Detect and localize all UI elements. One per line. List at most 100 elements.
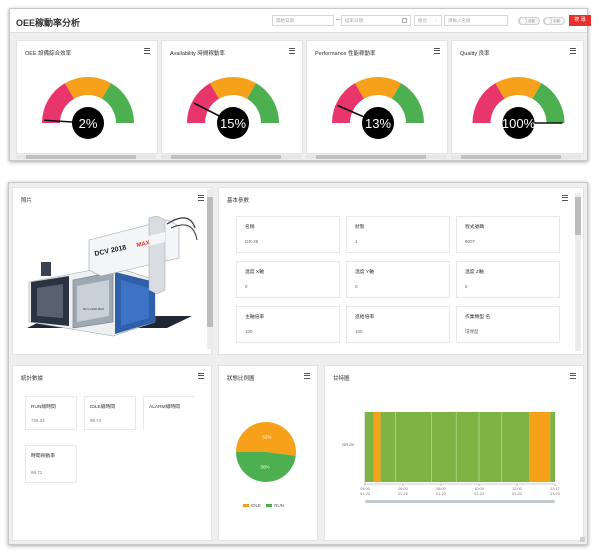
stats-title: 統計數據 bbox=[21, 376, 44, 382]
gantt-card: 甘特圖 GR-25 04:00 01-20 06:00 01-20 08:00 01-20… bbox=[324, 365, 584, 541]
basic-info-title: 基本參數 bbox=[227, 198, 250, 204]
pie-chart: 52% 50% bbox=[236, 422, 296, 483]
gauge-zone-mid bbox=[210, 77, 256, 99]
scroll-thumb[interactable] bbox=[575, 197, 581, 235]
vertical-scrollbar[interactable] bbox=[207, 189, 213, 349]
gantt-segment-idle[interactable] bbox=[373, 412, 381, 482]
horizontal-scrollbar[interactable] bbox=[306, 155, 446, 159]
resize-handle[interactable] bbox=[580, 537, 585, 542]
menu-icon[interactable] bbox=[143, 47, 151, 55]
menu-icon[interactable] bbox=[197, 372, 205, 380]
gauge-hub bbox=[72, 107, 104, 139]
gauge-zone-mid bbox=[65, 77, 111, 99]
info-cell: 名稱 GR-25 bbox=[236, 216, 340, 253]
gauge-card-performance: Performance 性能稼動率 13% bbox=[306, 40, 448, 154]
horizontal-scrollbar[interactable] bbox=[161, 155, 301, 159]
photo-card: 照片 DCV 2018 MAX DCV 2018 bbox=[12, 187, 212, 355]
legend-swatch-idle bbox=[243, 504, 249, 508]
gauge-chart: 100% bbox=[472, 77, 565, 139]
machine-brand-suffix: MAX bbox=[136, 240, 150, 249]
info-cell: 溫度 X軸 0 bbox=[236, 261, 340, 298]
gantt-tick-label: 06:00 01-20 bbox=[398, 487, 408, 496]
legend-swatch-run bbox=[266, 504, 273, 508]
toggle-knob bbox=[544, 17, 552, 25]
gauge-zone-low bbox=[42, 83, 74, 123]
menu-icon[interactable] bbox=[288, 47, 296, 55]
gantt-tick-label: 08:00 01-20 bbox=[436, 487, 446, 496]
gantt-segment-idle[interactable] bbox=[529, 412, 551, 482]
gantt-segment-run[interactable] bbox=[365, 412, 374, 482]
gauge-card-availability: Availability 時間稼動率 15% bbox=[161, 40, 303, 154]
menu-icon[interactable] bbox=[561, 194, 569, 202]
info-cell: 溫度 Z軸 0 bbox=[456, 261, 560, 298]
page-title: OEE稼動率分析 bbox=[16, 18, 81, 28]
calendar-icon[interactable] bbox=[402, 18, 407, 23]
menu-icon[interactable] bbox=[569, 372, 577, 380]
gauge-zone-high bbox=[532, 83, 565, 123]
info-cell: 主軸倍率 100 bbox=[236, 306, 340, 343]
machine-name-input[interactable]: 請輸入名稱 bbox=[444, 15, 508, 26]
pie-slice-idle[interactable] bbox=[236, 422, 296, 456]
scroll-thumb[interactable] bbox=[171, 155, 281, 159]
stats-card: 統計數據 RUN總時間 725.24 IDLE總時間 89.74 ALARM總時… bbox=[12, 365, 212, 541]
state-ratio-card: 狀態比例圖 52% 50% IDLE RUN bbox=[218, 365, 318, 541]
horizontal-scrollbar[interactable] bbox=[451, 155, 581, 159]
info-value: 1 bbox=[355, 239, 358, 244]
info-label: 進給倍率 bbox=[355, 315, 375, 320]
menu-icon[interactable] bbox=[569, 47, 577, 55]
gantt-chart bbox=[364, 412, 556, 486]
info-value: 0 bbox=[245, 284, 248, 289]
gauge-zone-low bbox=[187, 83, 219, 123]
pie-label-run: 50% bbox=[261, 464, 270, 469]
info-value: 100 bbox=[245, 329, 253, 334]
scroll-thumb[interactable] bbox=[207, 197, 213, 327]
gantt-tick-label: 04:00 01-20 bbox=[360, 487, 370, 496]
search-button[interactable]: 搜 尋 bbox=[569, 15, 591, 26]
info-value: 9007 bbox=[465, 239, 476, 244]
scroll-thumb[interactable] bbox=[316, 155, 426, 159]
info-label: 作業類型 名 bbox=[465, 315, 491, 320]
scroll-thumb[interactable] bbox=[26, 155, 136, 159]
info-cell: 進給倍率 100 bbox=[346, 306, 450, 343]
gantt-segment-run[interactable] bbox=[380, 412, 530, 482]
date-separator bbox=[336, 19, 340, 20]
stat-idle-time: IDLE總時間 89.74 bbox=[84, 396, 136, 430]
gauge-zone-low bbox=[332, 83, 364, 123]
end-date-field[interactable]: 結束日期 bbox=[341, 15, 411, 26]
info-value: 100 bbox=[355, 329, 363, 334]
gantt-zoom-slider[interactable] bbox=[365, 500, 555, 503]
gauge-value: 15% bbox=[220, 116, 246, 131]
pie-slice-run[interactable] bbox=[236, 452, 296, 483]
info-cell: 狀態 1 bbox=[346, 216, 450, 253]
auto-toggle[interactable]: 自動 bbox=[518, 17, 540, 25]
header-bar: OEE稼動率分析 開始日期 結束日期 機台 ⌄ 請輸入名稱 自動 手動 搜 尋 bbox=[10, 9, 591, 33]
gauge-zone-high bbox=[102, 83, 134, 123]
info-label: 溫度 X軸 bbox=[245, 270, 264, 275]
info-value: 0 bbox=[355, 284, 358, 289]
menu-icon[interactable] bbox=[197, 194, 205, 202]
gantt-tick-label: 12:00 01-20 bbox=[512, 487, 522, 496]
gantt-segment-run[interactable] bbox=[550, 412, 555, 482]
legend-idle: IDLE bbox=[251, 503, 262, 508]
vertical-scrollbar[interactable] bbox=[575, 193, 581, 351]
pie-title: 狀態比例圖 bbox=[227, 376, 255, 382]
gantt-tick-label: 10:00 01-20 bbox=[474, 487, 484, 496]
menu-icon[interactable] bbox=[303, 372, 311, 380]
info-cell: 作業類型 名環保型 bbox=[456, 306, 560, 343]
gauge-value: 2% bbox=[79, 116, 98, 131]
info-value: 0 bbox=[465, 284, 468, 289]
machine-select[interactable]: 機台 ⌄ bbox=[414, 15, 442, 26]
gauge-hub bbox=[217, 107, 249, 139]
menu-icon[interactable] bbox=[433, 47, 441, 55]
manual-toggle[interactable]: 手動 bbox=[543, 17, 565, 25]
info-cell: 程式號碼 9007 bbox=[456, 216, 560, 253]
machine-window: 照片 DCV 2018 MAX DCV 2018 bbox=[8, 182, 588, 545]
basic-info-card: 基本參數 名稱 GR-25 狀態 1 程式號碼 9007 溫度 X軸 0 溫度 Y軸 0 溫度 Z軸… bbox=[218, 187, 584, 355]
gauge-chart: 2% bbox=[42, 77, 134, 139]
info-label: 程式號碼 bbox=[465, 225, 485, 230]
scroll-thumb[interactable] bbox=[461, 155, 561, 159]
info-value: GR-25 bbox=[245, 239, 259, 244]
horizontal-scrollbar[interactable] bbox=[16, 155, 156, 159]
start-date-field[interactable]: 開始日期 bbox=[272, 15, 334, 26]
info-label: 狀態 bbox=[355, 225, 365, 230]
